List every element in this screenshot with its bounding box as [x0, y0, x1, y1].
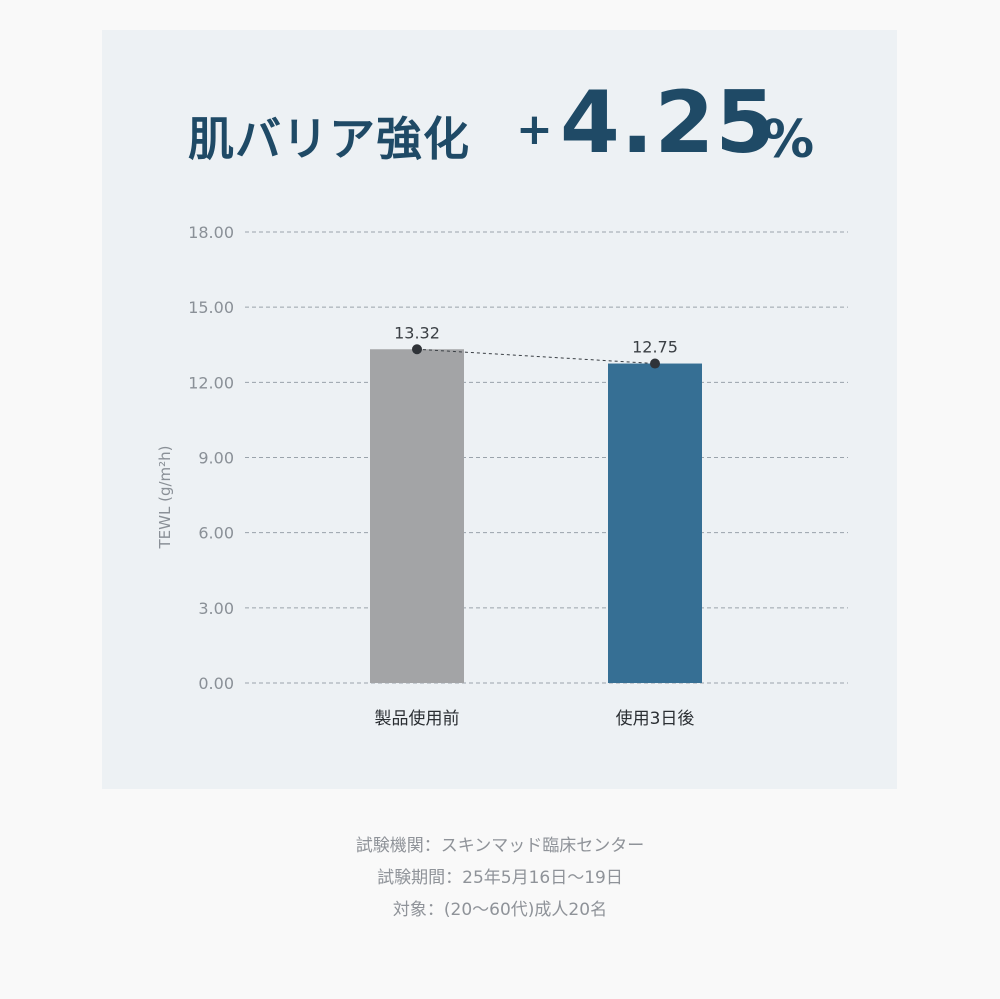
bar-before-use — [370, 349, 464, 683]
y-tick-label: 18.00 — [188, 223, 234, 242]
note-test-subjects: 対象：(20〜60代)成人20名 — [392, 900, 608, 920]
y-tick-label: 9.00 — [198, 449, 234, 468]
category-label: 使用3日後 — [616, 708, 695, 729]
x-axis-category-labels: 製品使用前 使用3日後 — [375, 708, 695, 729]
bar-value-label: 12.75 — [632, 338, 678, 357]
headline-percent-unit: % — [762, 110, 815, 170]
y-tick-label: 12.00 — [188, 373, 234, 392]
headline-title: 肌バリア強化 — [188, 112, 470, 166]
data-point-marker — [412, 344, 422, 355]
test-notes: 試験機関：スキンマッド臨床センター 試験期間：25年5月16日〜19日 対象：(… — [0, 830, 1000, 926]
bar-value-label: 13.32 — [394, 323, 440, 342]
chart-panel — [102, 30, 897, 789]
y-tick-label: 15.00 — [188, 298, 234, 317]
y-tick-label: 0.00 — [198, 674, 234, 693]
bar-after-3-days — [608, 363, 702, 683]
y-tick-label: 3.00 — [198, 599, 234, 618]
y-axis-tick-labels: 0.00 3.00 6.00 9.00 12.00 15.00 18.00 — [188, 223, 234, 693]
headline-plus-sign: + — [516, 104, 553, 155]
y-tick-label: 6.00 — [198, 524, 234, 543]
category-label: 製品使用前 — [375, 708, 460, 729]
y-axis-label: TEWL (g/m²h) — [156, 445, 174, 549]
headline-percentage-value: 4.25 — [560, 73, 777, 173]
connector-line — [416, 348, 656, 365]
data-point-marker — [650, 358, 660, 369]
headline: 肌バリア強化 + 4.25 % — [0, 0, 1000, 200]
gridlines — [245, 231, 848, 684]
value-labels: 13.32 12.75 — [394, 323, 678, 356]
bars — [370, 349, 702, 683]
note-test-period: 試験期間：25年5月16日〜19日 — [377, 868, 623, 888]
note-test-institution: 試験機関：スキンマッド臨床センター — [355, 836, 645, 856]
connector — [412, 344, 660, 369]
